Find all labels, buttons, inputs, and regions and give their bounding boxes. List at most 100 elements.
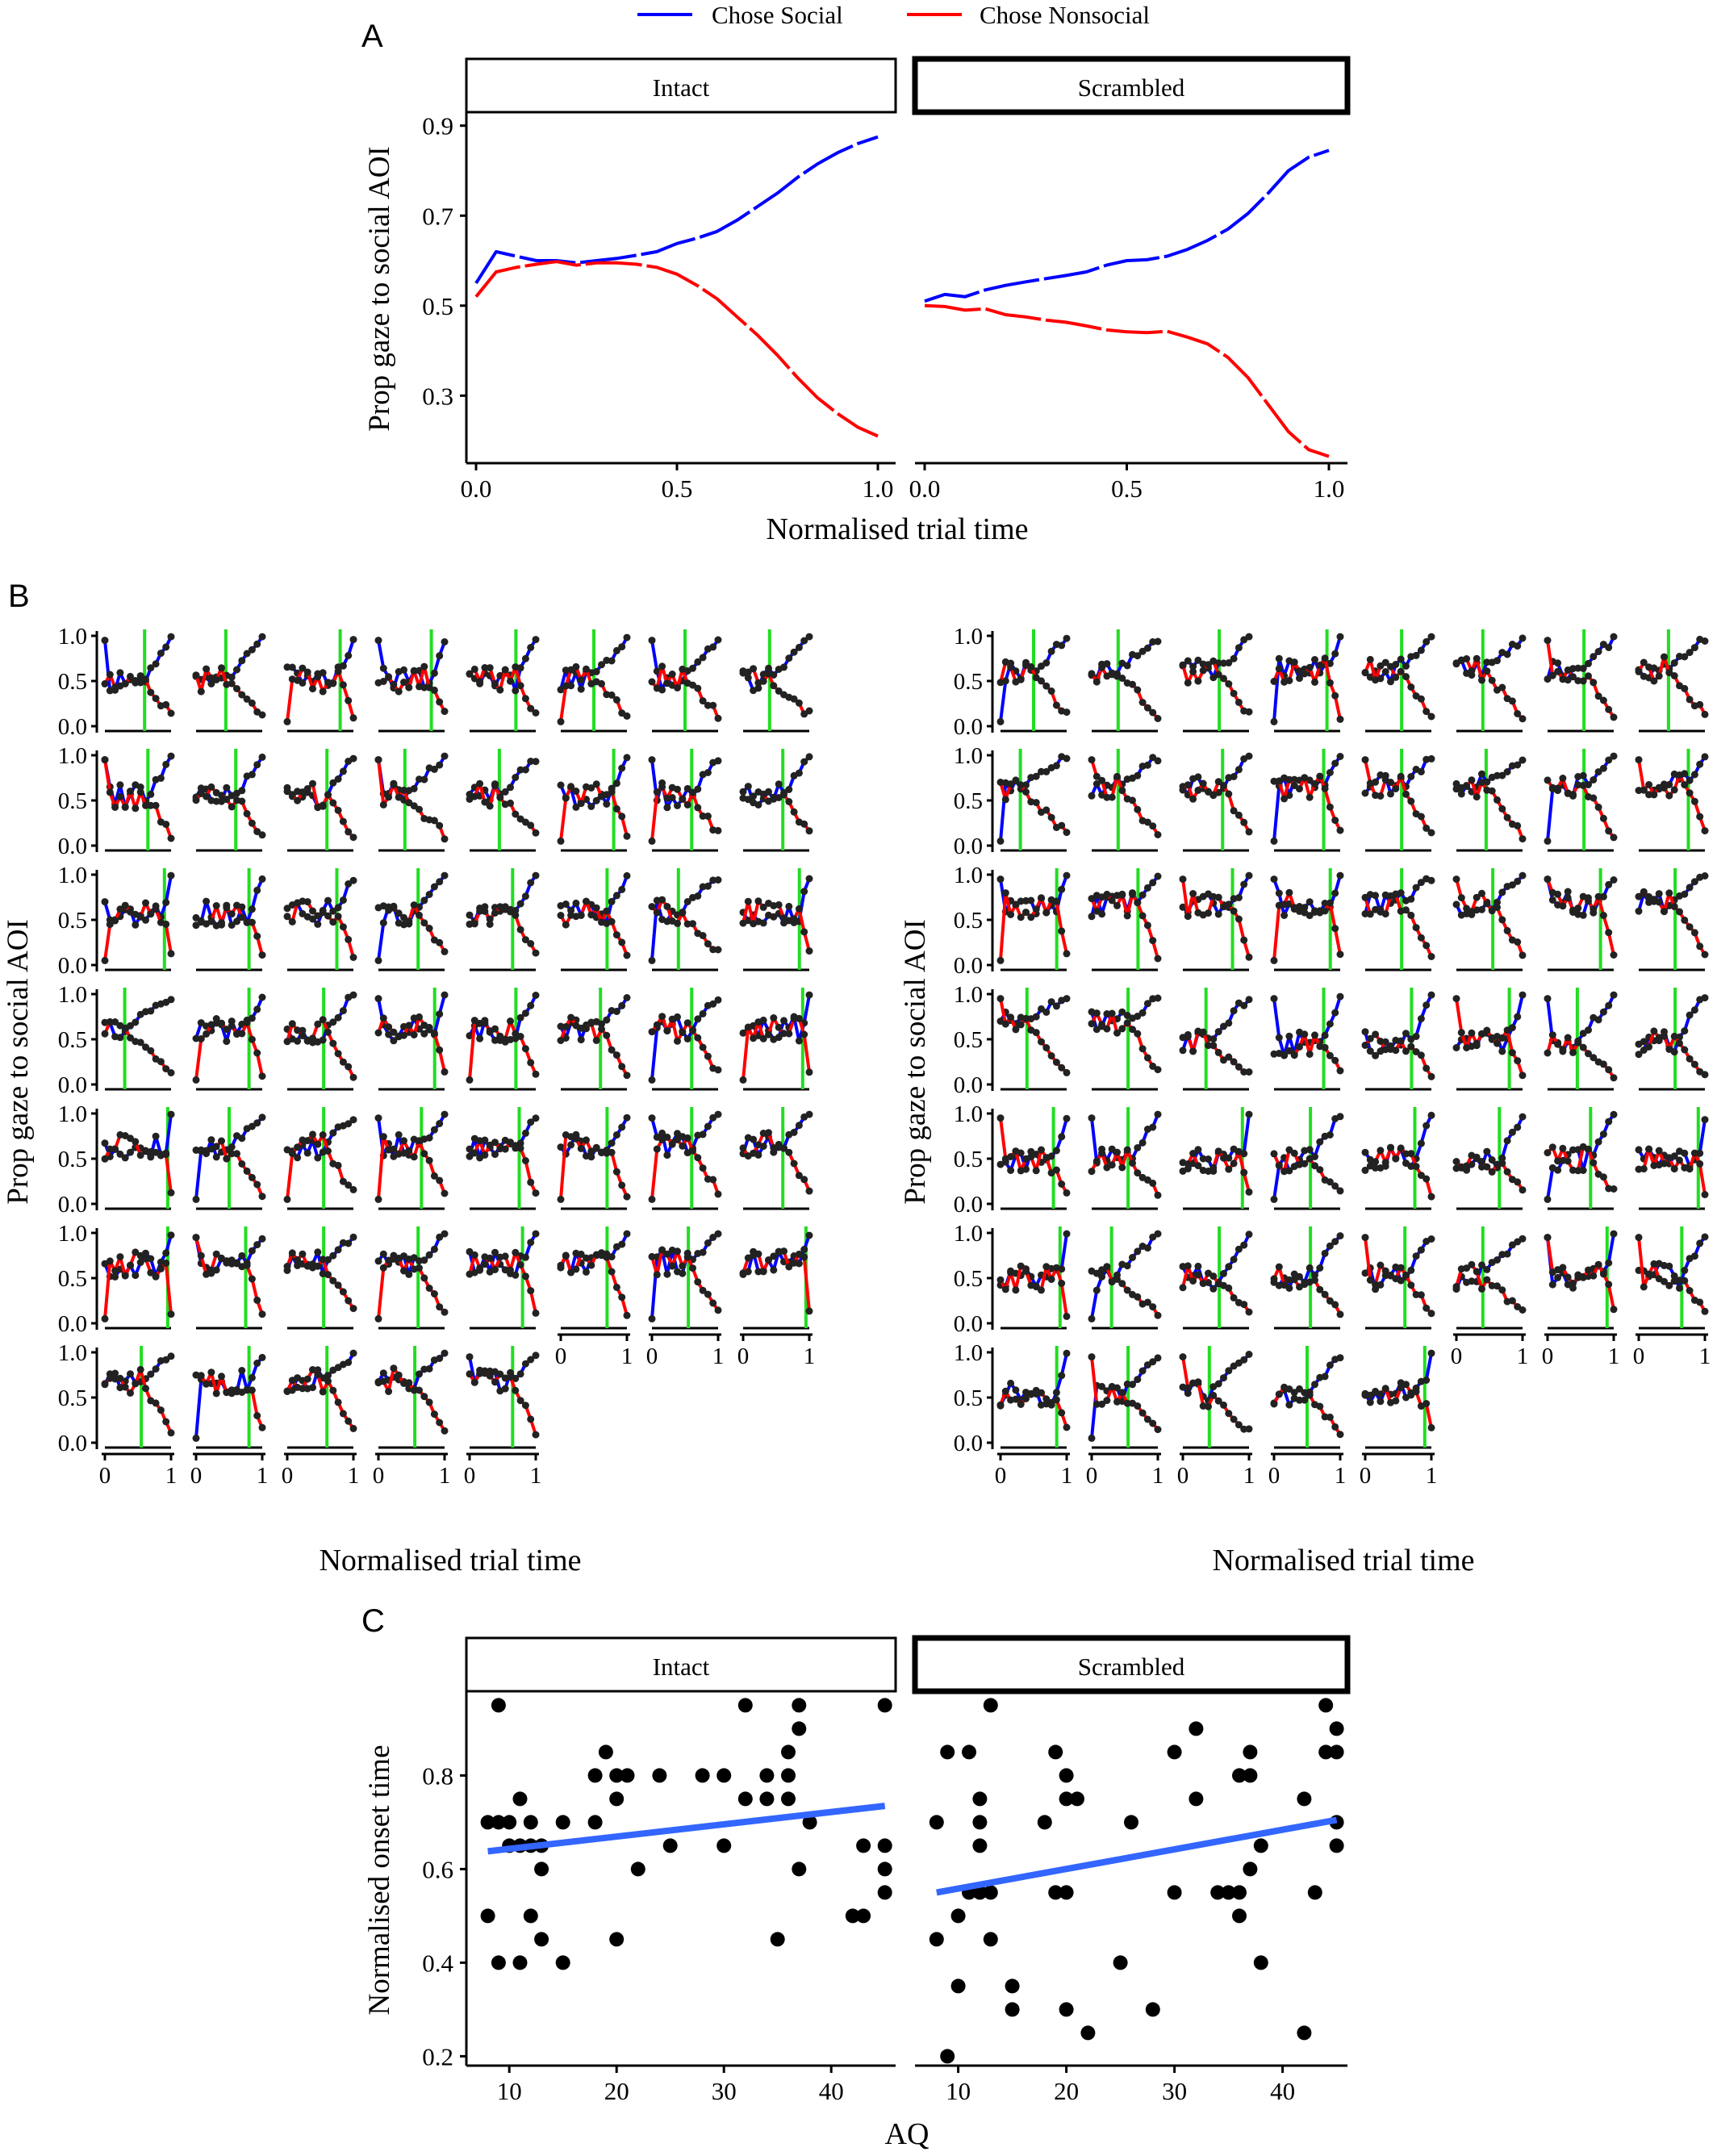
- y-tick-label: 1.0: [58, 982, 87, 1008]
- mini-point: [374, 637, 382, 645]
- mini-point: [1686, 696, 1694, 704]
- mini-point: [416, 1370, 423, 1378]
- mini-point: [1599, 892, 1607, 900]
- mini-plot: 0.00.51.0: [954, 624, 1071, 740]
- mini-point: [1690, 929, 1698, 937]
- mini-point: [319, 1388, 327, 1396]
- mini-point: [608, 1268, 616, 1276]
- mini-point: [410, 901, 418, 909]
- mini-point: [253, 1049, 261, 1057]
- mini-point: [1047, 1276, 1055, 1283]
- mini-point: [425, 1251, 433, 1259]
- mini-point: [410, 1153, 418, 1161]
- mini-point: [1088, 1434, 1096, 1442]
- mini-point: [1701, 1191, 1709, 1198]
- mini-point: [1129, 1381, 1136, 1389]
- mini-point: [385, 1023, 393, 1031]
- scatter-point: [652, 1768, 667, 1783]
- mini-point: [1326, 1361, 1334, 1369]
- mini-point: [1665, 1262, 1673, 1270]
- mini-point: [1285, 1401, 1293, 1409]
- mini-point: [334, 913, 342, 921]
- mini-point: [663, 794, 671, 802]
- mini-point: [1225, 1284, 1233, 1292]
- mini-point: [395, 1130, 403, 1139]
- mini-point: [1234, 894, 1243, 901]
- mini-point: [1468, 1260, 1476, 1268]
- scatter-point: [1307, 1885, 1322, 1900]
- mini-point: [1514, 1123, 1522, 1131]
- mini-point: [101, 898, 109, 906]
- mini-point: [1377, 1038, 1385, 1045]
- mini-point: [430, 1172, 438, 1180]
- mini-point: [106, 788, 114, 796]
- mini-plot: [1635, 868, 1709, 971]
- mini-point: [1063, 1312, 1071, 1320]
- mini-point: [1017, 1167, 1025, 1175]
- mini-point: [1240, 818, 1248, 826]
- mini-point: [425, 1364, 433, 1373]
- mini-point: [805, 947, 813, 955]
- mini-point: [714, 636, 722, 644]
- scatter-point: [1329, 1721, 1344, 1736]
- mini-point: [663, 1270, 671, 1278]
- facet-strip-label: Intact: [653, 1653, 710, 1681]
- mini-point: [1605, 1001, 1613, 1009]
- mini-point: [1605, 1118, 1613, 1126]
- mini-point: [1194, 786, 1202, 794]
- mini-point: [1007, 1379, 1015, 1387]
- mini-point: [1184, 679, 1192, 687]
- mini-point: [805, 1110, 813, 1118]
- mini-point: [1225, 1154, 1233, 1162]
- mini-point: [618, 1293, 626, 1302]
- mini-plot: [1270, 868, 1344, 971]
- mini-point: [1498, 1286, 1506, 1294]
- series-line-social: [924, 148, 1330, 303]
- mini-point: [1143, 1054, 1151, 1062]
- mini-point: [1234, 915, 1243, 923]
- mini-point: [1012, 1147, 1020, 1155]
- scatter-point: [1070, 1791, 1084, 1807]
- mini-point: [1296, 1385, 1303, 1393]
- mini-point: [111, 1369, 119, 1377]
- mini-point: [466, 1145, 474, 1153]
- mini-point: [1701, 1116, 1709, 1124]
- mini-point: [618, 938, 626, 946]
- mini-point: [750, 920, 758, 928]
- mini-point: [121, 1024, 129, 1032]
- mini-point: [1372, 892, 1380, 900]
- mini-point: [1554, 784, 1562, 792]
- mini-point: [532, 1230, 540, 1238]
- mini-point: [501, 788, 509, 796]
- mini-point: [1387, 678, 1394, 686]
- scatter-point: [1243, 1768, 1258, 1783]
- mini-point: [248, 1035, 256, 1043]
- mini-point: [1514, 1178, 1522, 1186]
- mini-point: [283, 1388, 291, 1395]
- panel-b-xlabel-right: Normalised trial time: [1212, 1544, 1474, 1577]
- mini-point: [1605, 1281, 1613, 1289]
- mini-point: [516, 1013, 524, 1022]
- mini-point: [1650, 791, 1658, 799]
- mini-point: [1230, 654, 1238, 662]
- mini-point: [1503, 1250, 1511, 1258]
- mini-point: [334, 1161, 342, 1169]
- mini-point: [1590, 1272, 1598, 1280]
- y-tick-label: 0.0: [58, 1311, 87, 1337]
- mini-point: [1290, 1389, 1298, 1397]
- mini-point: [1245, 828, 1253, 836]
- mini-point: [258, 1423, 266, 1431]
- mini-plot: [1635, 629, 1709, 733]
- mini-point: [795, 699, 803, 707]
- mini-point: [800, 1176, 808, 1184]
- mini-point: [1610, 834, 1618, 842]
- y-tick-label: 0.5: [954, 908, 983, 934]
- mini-point: [1417, 1291, 1425, 1299]
- mini-point: [1468, 776, 1476, 784]
- mini-point: [1427, 1111, 1435, 1119]
- mini-point: [1336, 1232, 1344, 1240]
- mini-point: [527, 644, 535, 651]
- mini-point: [1681, 781, 1689, 789]
- mini-point: [1234, 1147, 1243, 1155]
- x-tick-label: 1: [530, 1463, 542, 1489]
